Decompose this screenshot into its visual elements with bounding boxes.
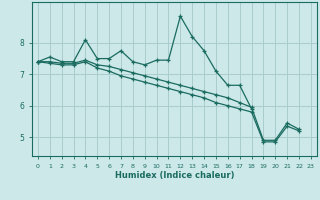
X-axis label: Humidex (Indice chaleur): Humidex (Indice chaleur) — [115, 171, 234, 180]
